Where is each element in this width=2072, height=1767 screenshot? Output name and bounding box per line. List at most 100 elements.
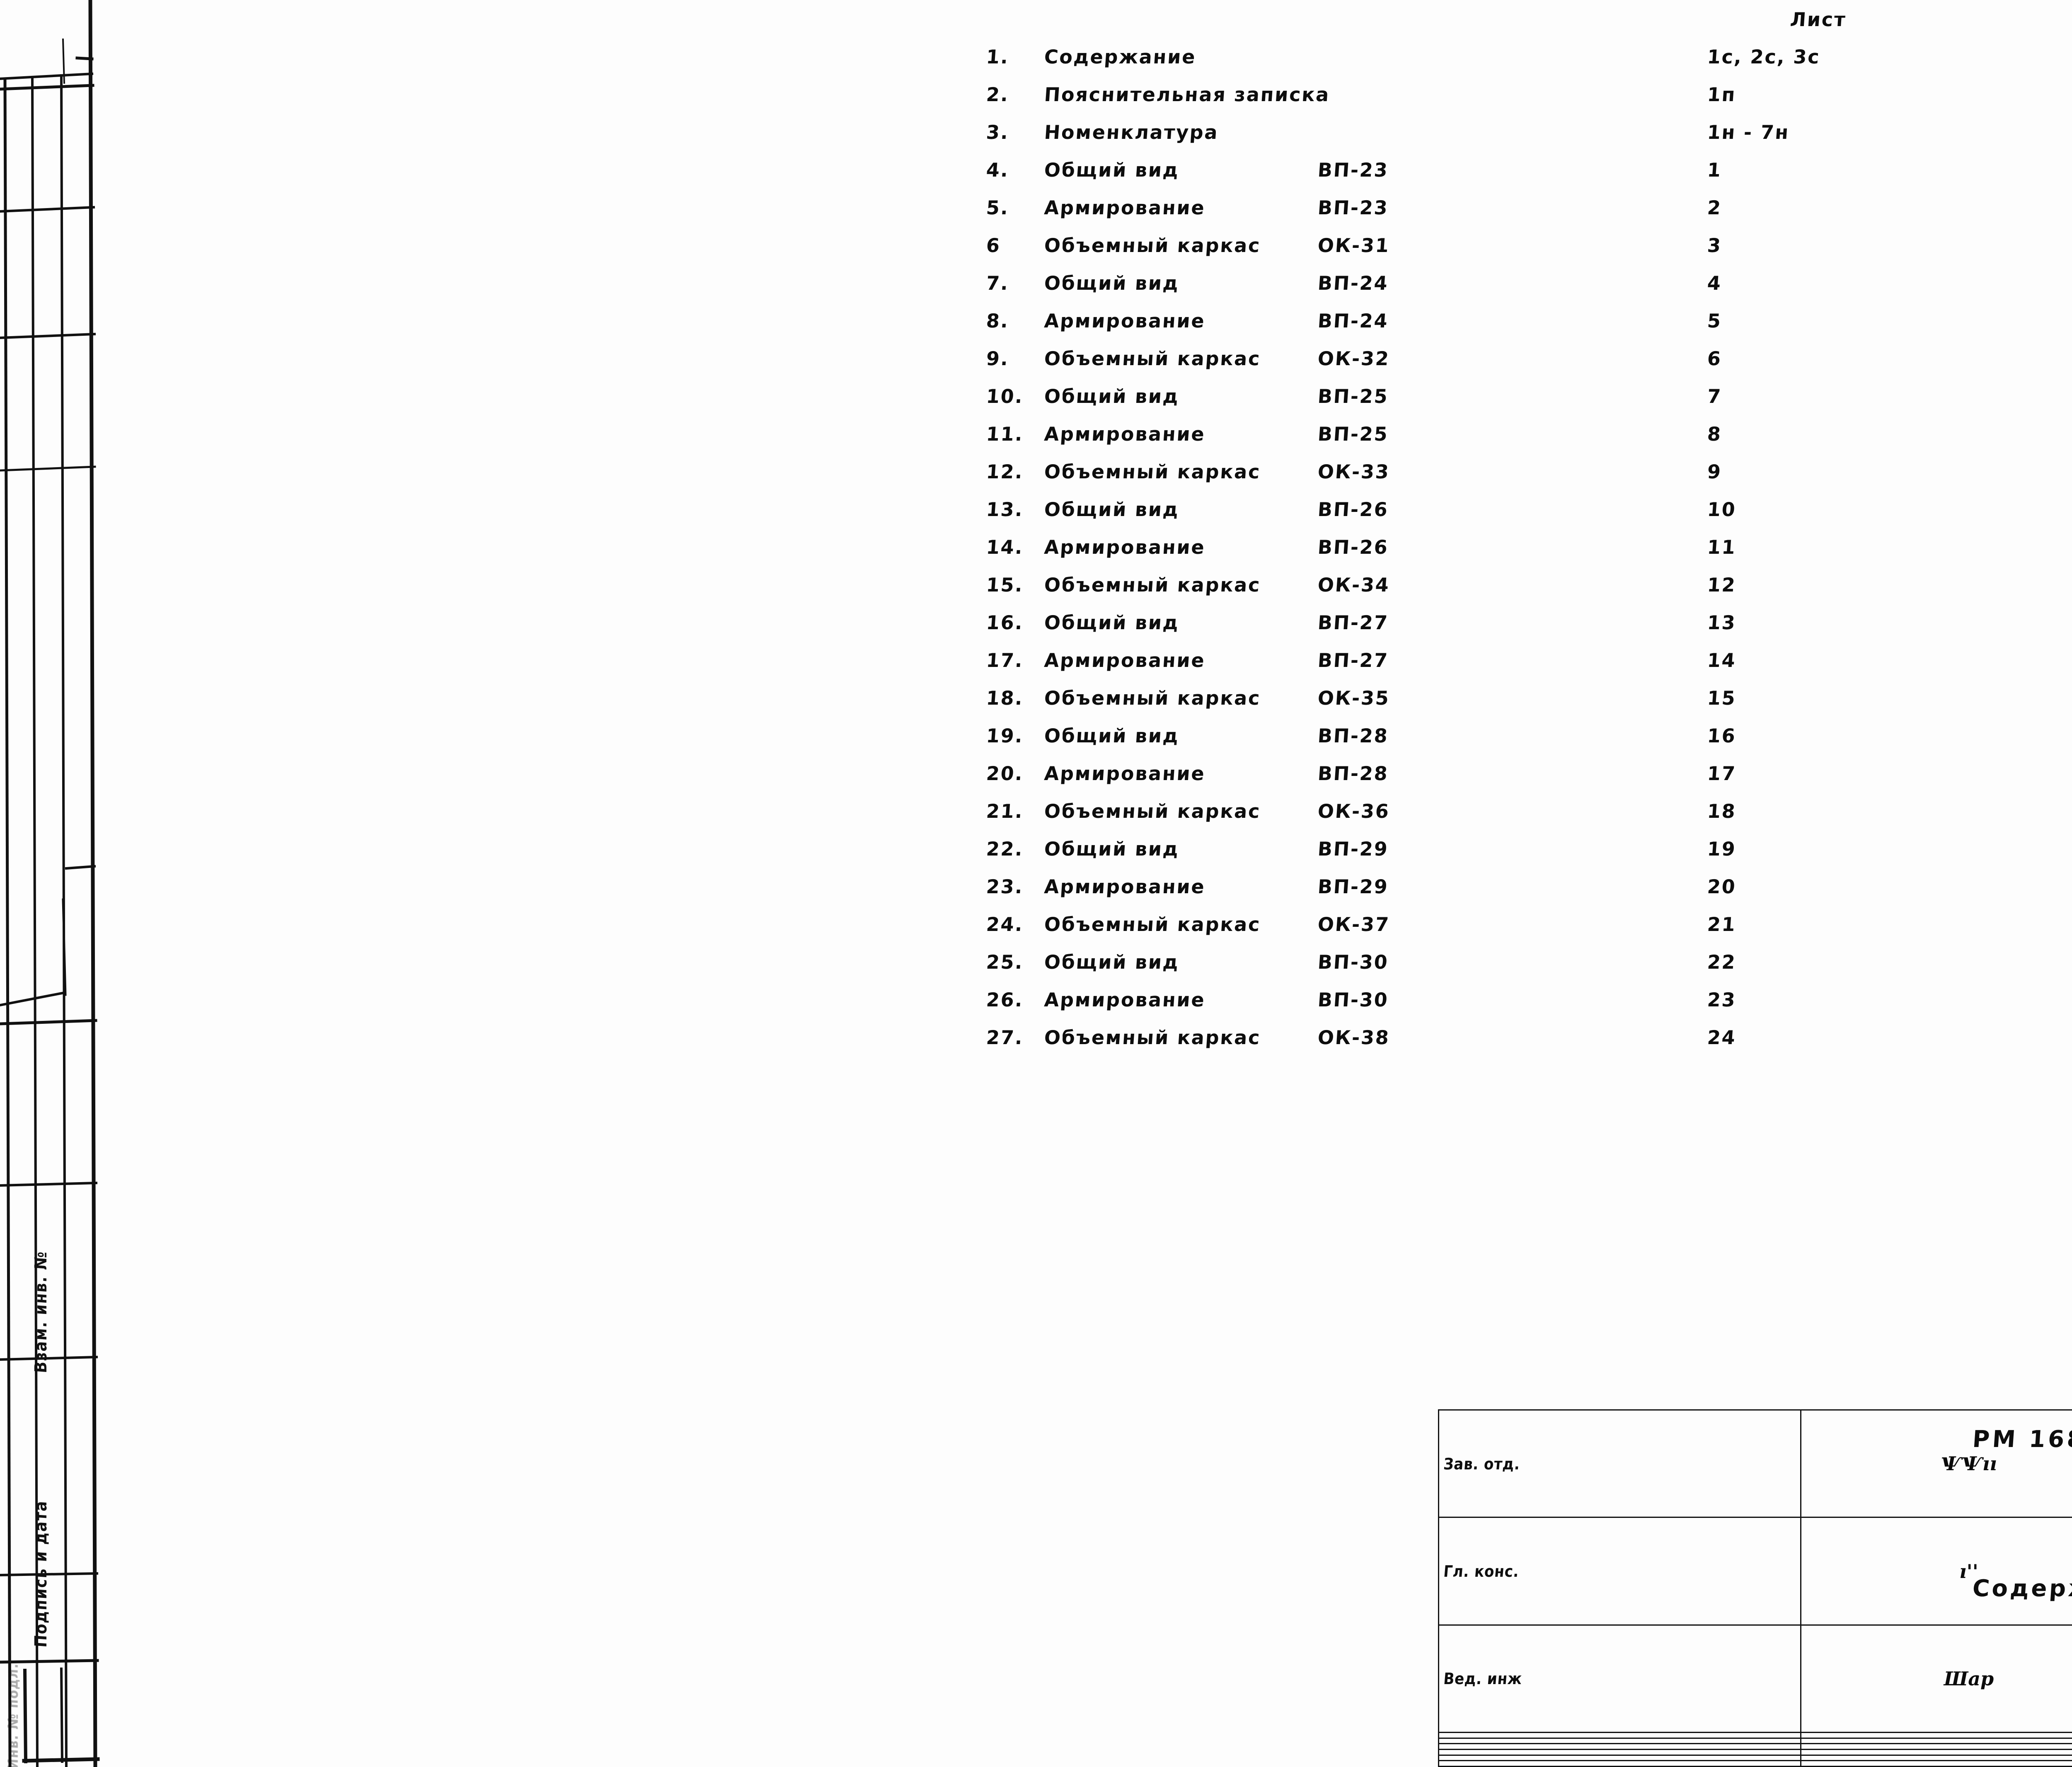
title-block-row: Зав. отд.ѰѰııБоз [1434, 1409, 2072, 1518]
contents-row-number: 2. [985, 83, 1010, 106]
title-block-empty-cell [1800, 1754, 2072, 1762]
contents-row-title: Армирование [1043, 310, 1206, 332]
label-inv-podl: Инв. № подл. [5, 1662, 22, 1767]
contents-row-title: Общий вид [1043, 498, 1180, 521]
contents-row-number: 26. [985, 989, 1024, 1011]
contents-row-page: 12 [1706, 574, 1737, 596]
contents-row-number: 9. [985, 347, 1010, 370]
contents-row-mark: ВП-30 [1317, 989, 1389, 1011]
contents-row: 18. Объемный каркас ОК-35 15 [985, 687, 2064, 725]
contents-row-title: Общий вид [1043, 838, 1180, 860]
contents-row-page: 8 [1706, 423, 1723, 445]
contents-row-number: 24. [985, 913, 1024, 936]
contents-row-page: 13 [1706, 611, 1737, 634]
title-block-empty-cell [1438, 1754, 1801, 1762]
title-block-empty-cell [1438, 1749, 1801, 1756]
contents-row-title: Общий вид [1043, 159, 1180, 181]
contents-row-page: 7 [1706, 385, 1723, 407]
contents-row: 3. Номенклатура 1н - 7н [985, 121, 2064, 159]
title-block-empty-row [1438, 1760, 2072, 1767]
contents-row-number: 17. [985, 649, 1024, 671]
contents-row-number: 18. [985, 687, 1024, 709]
contents-row-title: Общий вид [1043, 951, 1180, 973]
contents-row-title: Пояснительная записка [1043, 83, 1331, 106]
contents-row-number: 21. [985, 800, 1024, 822]
contents-row-title: Общий вид [1043, 725, 1180, 747]
contents-row-page: 5 [1706, 310, 1723, 332]
contents-row-page: 1 [1706, 159, 1723, 181]
contents-row-number: 10. [985, 385, 1024, 407]
contents-row-title: Армирование [1043, 536, 1206, 558]
title-block-empty-row [1438, 1754, 2072, 1762]
contents-row: 19. Общий вид ВП-28 16 [985, 725, 2064, 762]
contents-row-number: 15. [985, 574, 1024, 596]
contents-row: 15. Объемный каркас ОК-34 12 [985, 574, 2064, 611]
document-title: Содержание [1971, 1575, 2072, 1602]
title-block-empty-row [1438, 1732, 2072, 1739]
contents-row-title: Объемный каркас [1043, 347, 1262, 370]
contents-row-number: 27. [985, 1026, 1024, 1049]
contents-row-title: Общий вид [1043, 385, 1180, 407]
contents-row: 20. Армирование ВП-28 17 [985, 762, 2064, 800]
contents-row-mark: ОК-38 [1317, 1026, 1391, 1049]
contents-row: 23. Армирование ВП-29 20 [985, 875, 2064, 913]
contents-row-number: 14. [985, 536, 1024, 558]
contents-row-page: 24 [1706, 1026, 1737, 1049]
contents-row-mark: ВП-28 [1317, 725, 1389, 747]
contents-row-title: Армирование [1043, 989, 1206, 1011]
title-block-signature: ѰѰıı [1800, 1409, 2072, 1518]
contents-row-title: Объемный каркас [1043, 1026, 1262, 1049]
title-block: Зав. отд.ѰѰııБозГл. конс.ı''БожкоВед. ин… [1434, 1409, 2072, 1767]
label-podpis-data: Подпись и дата [31, 1499, 51, 1648]
title-block-role: Вед. инж [1434, 1625, 1806, 1733]
title-block-row: Гл. конс.ı''Божко [1434, 1517, 2072, 1626]
contents-row-number: 20. [985, 762, 1024, 785]
title-block-row: Вед. инжШарШарова [1434, 1624, 2072, 1733]
title-block-role: Гл. конс. [1434, 1517, 1806, 1625]
contents-row: 12. Объемный каркас ОК-33 9 [985, 461, 2064, 498]
contents-row-mark: ОК-34 [1317, 574, 1391, 596]
contents-row-page: 1н - 7н [1706, 121, 1790, 143]
contents-row-page: 17 [1706, 762, 1737, 785]
contents-row-title: Объемный каркас [1043, 461, 1262, 483]
title-block-empty-row [1438, 1737, 2072, 1745]
contents-row-number: 23. [985, 875, 1024, 898]
contents-row: 14. Армирование ВП-26 11 [985, 536, 2064, 574]
contents-row-number: 4. [985, 159, 1010, 181]
contents-row-mark: ВП-28 [1317, 762, 1389, 785]
title-block-empty-row [1438, 1743, 2072, 1750]
title-block-empty-cell [1438, 1732, 1801, 1739]
contents-row-title: Общий вид [1043, 611, 1180, 634]
contents-row-page: 10 [1706, 498, 1737, 521]
title-block-empty-row [1438, 1749, 2072, 1756]
contents-row-mark: ВП-27 [1317, 611, 1389, 634]
title-block-empty-cell [1438, 1737, 1801, 1745]
contents-row-number: 11. [985, 423, 1024, 445]
contents-row-title: Объемный каркас [1043, 574, 1262, 596]
contents-row-mark: ВП-29 [1317, 875, 1389, 898]
contents-row-number: 12. [985, 461, 1024, 483]
contents-row: 13. Общий вид ВП-26 10 [985, 498, 2064, 536]
contents-row-mark: ВП-24 [1317, 272, 1389, 294]
contents-row-number: 16. [985, 611, 1024, 634]
contents-row-mark: ОК-35 [1317, 687, 1391, 709]
label-zam-inv: Взам. инв. № [31, 1250, 51, 1374]
contents-row-number: 8. [985, 310, 1010, 332]
contents-row: 17. Армирование ВП-27 14 [985, 649, 2064, 687]
contents-row-page: 4 [1706, 272, 1723, 294]
contents-row-page: 2 [1706, 196, 1723, 219]
contents-row-page: 11 [1706, 536, 1737, 558]
contents-row-mark: ВП-26 [1317, 498, 1389, 521]
contents-row-mark: ВП-29 [1317, 838, 1389, 860]
contents-row-mark: ВП-26 [1317, 536, 1389, 558]
contents-row: 7. Общий вид ВП-24 4 [985, 272, 2064, 310]
contents-row-title: Армирование [1043, 196, 1206, 219]
title-block-signature: Шар [1800, 1624, 2072, 1733]
contents-row-page: 6 [1706, 347, 1723, 370]
contents-list: 1. Содержание 1с, 2с, 3с 2. Пояснительная за… [985, 46, 2064, 1064]
contents-row: 25. Общий вид ВП-30 22 [985, 951, 2064, 989]
title-block-signature: ı'' [1800, 1517, 2072, 1626]
left-margin-frame: Взам. инв. № Подпись и дата Инв. № подл. [0, 0, 124, 1767]
contents-row-mark: ОК-31 [1317, 234, 1391, 257]
